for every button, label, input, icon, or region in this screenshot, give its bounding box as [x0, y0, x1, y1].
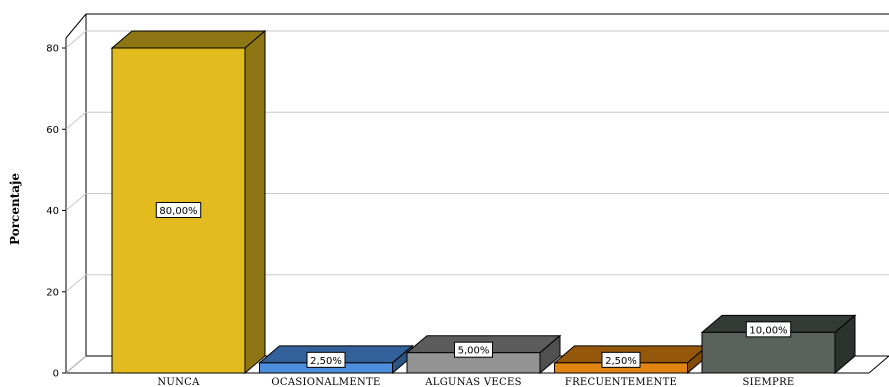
y-axis-title: Porcentaje [8, 173, 22, 245]
bar-front-face [701, 331, 836, 374]
y-tick-label: 0 [53, 369, 59, 380]
data-label-box [601, 351, 641, 368]
data-label-box [155, 202, 202, 218]
data-label: 2,50% [310, 356, 342, 367]
y-tick-label: 80 [46, 44, 59, 55]
y-tick-label: 40 [46, 206, 59, 217]
data-label: 10,00% [749, 325, 787, 336]
y-tick-label: 20 [46, 287, 59, 298]
x-tick-label: ALGUNAS VECES [424, 377, 522, 387]
gridline-diagonal [65, 30, 87, 49]
y-tick-label: 60 [46, 125, 59, 136]
gridline-diagonal [65, 111, 87, 130]
gridline-diagonal [65, 355, 87, 374]
bar-top-face [110, 30, 267, 49]
top-left-diagonal [65, 13, 87, 39]
x-tick-label: SIEMPRE [743, 377, 795, 387]
x-tick-label: FRECUENTEMENTE [565, 377, 677, 387]
gridline-diagonal [65, 274, 87, 293]
bar-side-face [244, 29, 266, 375]
x-tick-label: OCASIONALMENTE [271, 377, 380, 387]
data-label-box [454, 341, 493, 358]
data-label-box [745, 321, 792, 338]
data-label: 80,00% [159, 206, 197, 217]
gridline-diagonal [65, 193, 87, 211]
x-tick-label: NUNCA [157, 377, 200, 387]
data-label-box [306, 351, 346, 368]
data-label: 5,00% [458, 346, 490, 357]
data-label: 2,50% [605, 356, 637, 367]
floor-right-diagonal [868, 355, 889, 374]
